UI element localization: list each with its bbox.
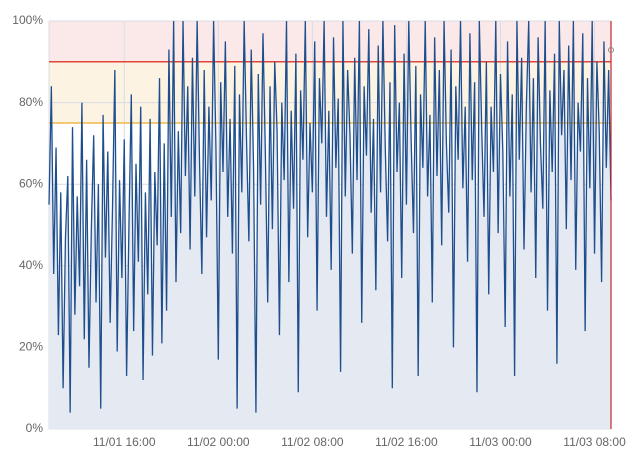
y-tick-label: 80% xyxy=(19,95,43,109)
y-tick-label: 100% xyxy=(12,13,43,27)
x-tick-label: 11/03 08:00 xyxy=(563,435,626,449)
x-tick-label: 11/01 16:00 xyxy=(93,435,156,449)
x-tick-label: 11/02 08:00 xyxy=(281,435,344,449)
y-tick-label: 60% xyxy=(19,176,43,190)
line xyxy=(48,20,612,413)
marker-dot xyxy=(608,47,614,53)
y-tick-label: 40% xyxy=(19,258,43,272)
y-tick-label: 0% xyxy=(26,421,44,435)
x-tick-label: 11/02 00:00 xyxy=(187,435,250,449)
x-tick-label: 11/02 16:00 xyxy=(375,435,438,449)
x-tick-label: 11/03 00:00 xyxy=(469,435,532,449)
threshold-band xyxy=(49,21,611,62)
y-tick-label: 20% xyxy=(19,340,43,354)
